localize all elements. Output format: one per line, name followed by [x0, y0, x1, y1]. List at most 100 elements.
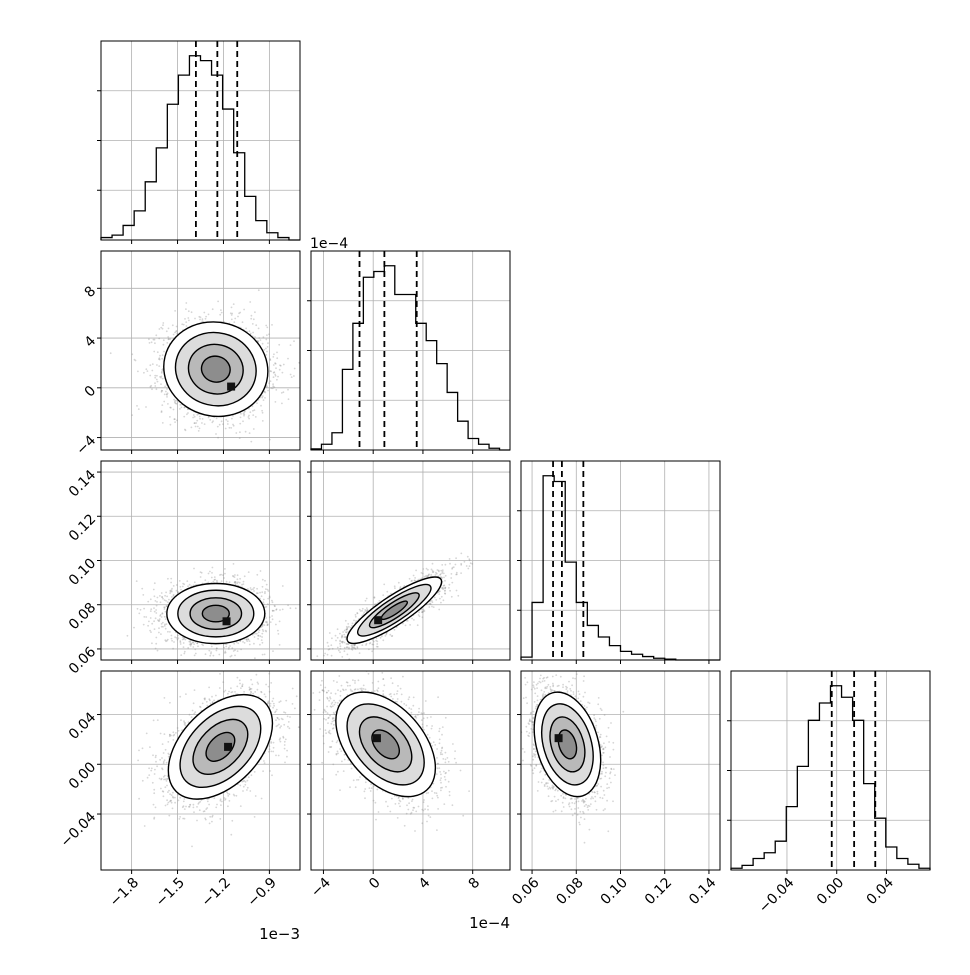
scatter-point [164, 394, 166, 396]
scatter-point [155, 617, 157, 619]
scatter-point [266, 584, 268, 586]
scatter-point [173, 594, 175, 596]
scatter-point [183, 653, 185, 655]
scatter-point [204, 423, 206, 425]
scatter-point [173, 334, 175, 336]
scatter-point [143, 372, 145, 374]
scatter-point [221, 580, 223, 582]
scatter-point [166, 623, 168, 625]
scatter-point [239, 423, 241, 425]
scatter-point [225, 419, 227, 421]
scatter-point [137, 608, 139, 610]
scatter-point [182, 586, 184, 588]
scatter-point [174, 310, 176, 312]
scatter-point [264, 392, 266, 394]
scatter-point [161, 372, 163, 374]
scatter-point [164, 624, 166, 626]
hist-panel-p3 [727, 671, 930, 874]
scatter-point [234, 583, 236, 585]
scatter-point [176, 590, 178, 592]
scatter-point [155, 643, 157, 645]
scatter-point [220, 574, 222, 576]
scatter-point [269, 359, 271, 361]
scatter-point [217, 437, 219, 439]
scatter-point [216, 648, 218, 650]
scatter-point [199, 428, 201, 430]
scatter-point [269, 596, 271, 598]
scatter-point [187, 585, 189, 587]
scatter-point [278, 344, 280, 346]
scatter-point [161, 358, 163, 360]
scatter-point [279, 369, 281, 371]
scatter-point [273, 364, 275, 366]
scatter-point [194, 581, 196, 583]
scatter-point [133, 627, 135, 629]
scatter-point [170, 578, 172, 580]
scatter-point [154, 342, 156, 344]
scatter-point [184, 429, 186, 431]
scatter-point [162, 613, 164, 615]
scatter-point [276, 352, 278, 354]
scatter-point [257, 592, 259, 594]
scatter-point [250, 589, 252, 591]
scatter-point [159, 328, 161, 330]
scatter-point [131, 414, 133, 416]
scatter-point [191, 427, 193, 429]
scatter-point [187, 647, 189, 649]
scatter-point [155, 648, 157, 650]
scatter-point [234, 649, 236, 651]
scatter-point [171, 635, 173, 637]
scatter-point [231, 319, 233, 321]
scatter-point [252, 332, 254, 334]
scatter-point [264, 654, 266, 656]
scatter-point [212, 581, 214, 583]
scatter-point [165, 600, 167, 602]
scatter-point [164, 616, 166, 618]
scatter-point [247, 588, 249, 590]
scatter-point [196, 420, 198, 422]
scatter-point [287, 389, 289, 391]
scatter-point [224, 568, 226, 570]
scatter-point [183, 324, 185, 326]
scatter-point [174, 421, 176, 423]
scatter-point [219, 424, 221, 426]
scatter-point [208, 314, 210, 316]
scatter-point [175, 331, 177, 333]
scatter-point [260, 339, 262, 341]
scatter-point [166, 330, 168, 332]
scatter-point [135, 360, 137, 362]
scatter-point [233, 643, 235, 645]
scatter-point [162, 322, 164, 324]
scatter-point [160, 601, 162, 603]
scatter-point [197, 426, 199, 428]
scatter-point [271, 324, 273, 326]
scatter-point [253, 643, 255, 645]
scatter-point [161, 411, 163, 413]
scatter-point [291, 376, 293, 378]
scatter-point [173, 641, 175, 643]
scatter-point [224, 651, 226, 653]
scatter-point [249, 644, 251, 646]
scatter-point [154, 595, 156, 597]
scatter-point [158, 632, 160, 634]
scatter-point [281, 403, 283, 405]
scatter-point [233, 321, 235, 323]
scatter-point [230, 427, 232, 429]
scatter-point [262, 654, 264, 656]
scatter-point [168, 328, 170, 330]
scatter-point [225, 428, 227, 430]
scatter-point [275, 367, 277, 369]
scatter-point [163, 351, 165, 353]
scatter-point [176, 420, 178, 422]
scatter-point [157, 351, 159, 353]
pair-panel-p0-p1 [97, 251, 311, 467]
scatter-point [200, 576, 202, 578]
scatter-point [147, 370, 149, 372]
scatter-point [266, 327, 268, 329]
scatter-point [234, 581, 236, 583]
scatter-point [264, 580, 266, 582]
scatter-point [184, 318, 186, 320]
scatter-point [158, 365, 160, 367]
scatter-point [234, 576, 236, 578]
scatter-point [270, 380, 272, 382]
